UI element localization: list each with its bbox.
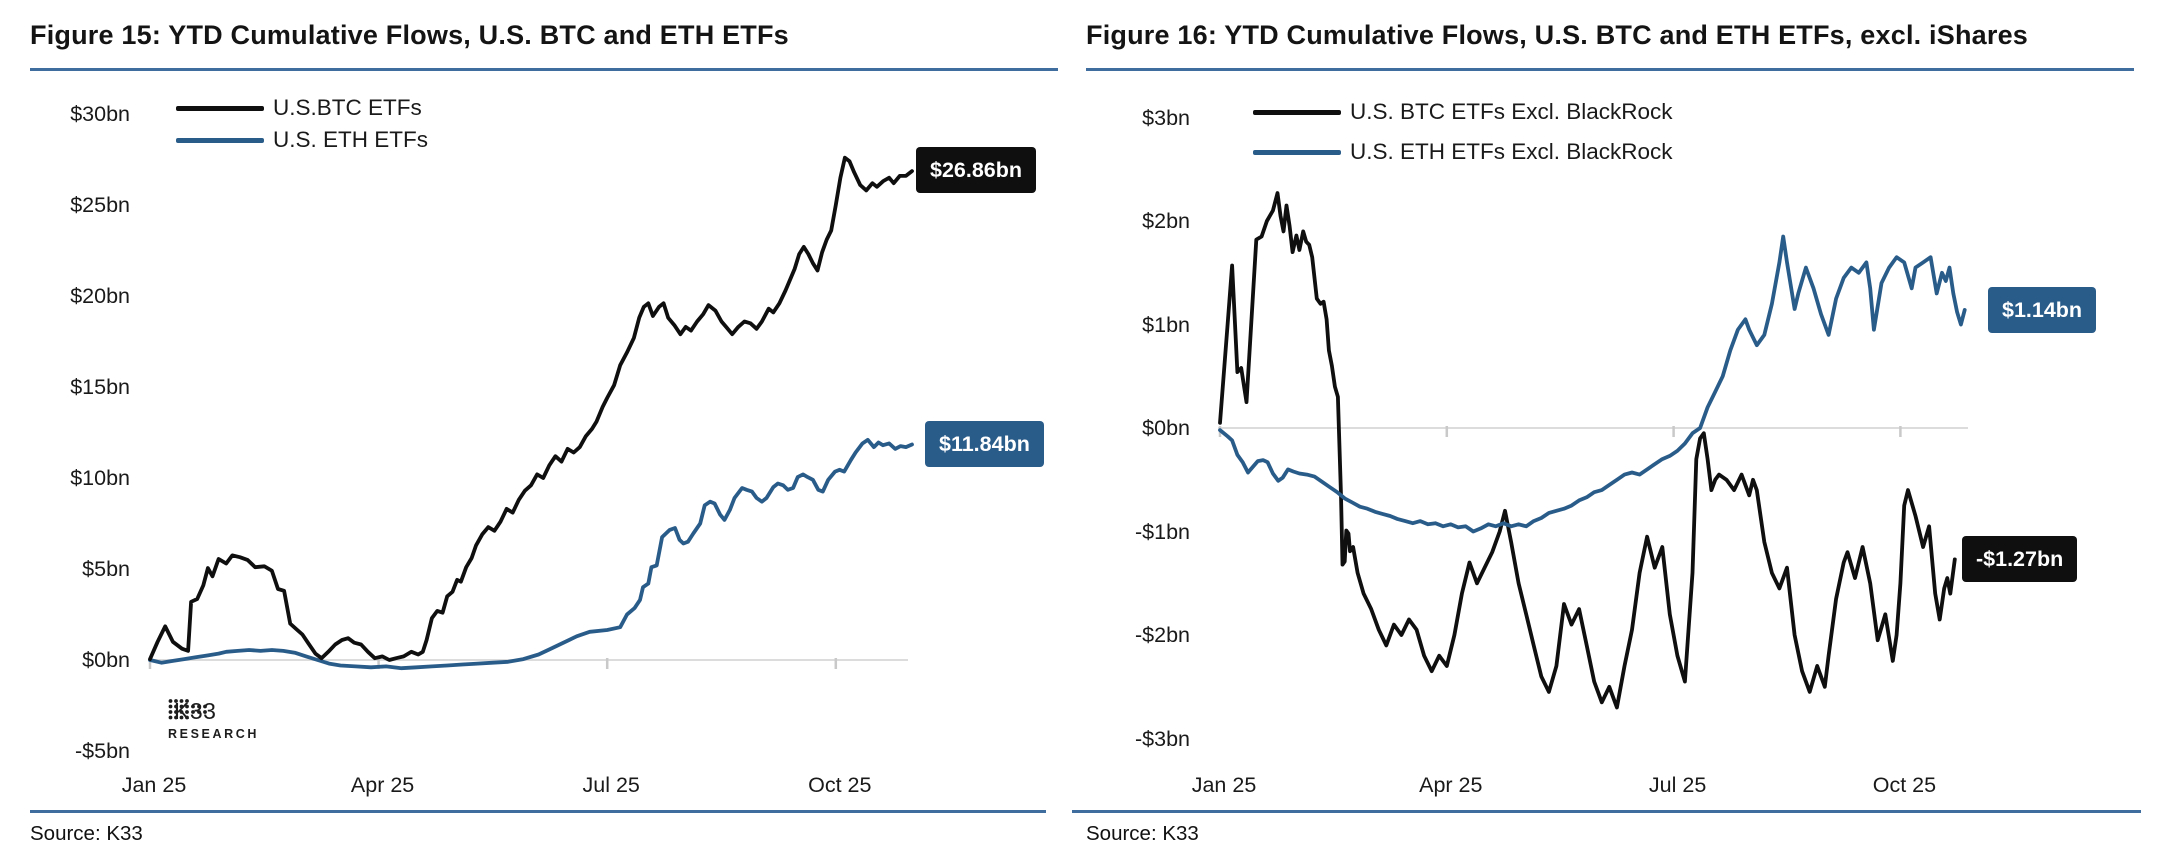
figure16-title-underline xyxy=(1086,68,2134,71)
figure16-title: Figure 16: YTD Cumulative Flows, U.S. BT… xyxy=(1086,20,2029,50)
btc-excl-end-value-chip: -$1.27bn xyxy=(1962,536,2078,582)
eth-end-value-chip: $11.84bn xyxy=(925,421,1044,467)
x-axis-tick-label: Jul 25 xyxy=(582,773,640,797)
y-axis-tick-label: $30bn xyxy=(70,102,130,126)
x-axis-tick-label: Oct 25 xyxy=(808,773,872,797)
y-axis-tick-label: $5bn xyxy=(82,557,130,581)
legend-item-eth-excl: U.S. ETH ETFs Excl. BlackRock xyxy=(1253,132,1673,172)
figure16-legend: U.S. BTC ETFs Excl. BlackRock U.S. ETH E… xyxy=(1253,92,1673,172)
y-axis-tick-label: $10bn xyxy=(70,466,130,490)
legend-label: U.S. ETH ETFs xyxy=(273,127,429,152)
legend-item-btc: U.S.BTC ETFs xyxy=(176,92,428,124)
eth-excl-line-swatch xyxy=(1253,149,1341,155)
legend-label: U.S.BTC ETFs xyxy=(273,95,422,120)
eth-excl-end-value-chip: $1.14bn xyxy=(1988,287,2097,333)
x-axis-tick-label: Oct 25 xyxy=(1872,773,1937,797)
y-axis-tick-label: $3bn xyxy=(1142,105,1190,130)
x-axis-tick-label: Jul 25 xyxy=(1648,773,1707,797)
eth-line-swatch xyxy=(176,137,264,143)
figure15-legend: U.S.BTC ETFs U.S. ETH ETFs xyxy=(176,92,428,156)
y-axis-tick-label: -$3bn xyxy=(1135,726,1190,751)
y-axis-tick-label: $0bn xyxy=(1142,416,1190,440)
figure16-bottom-rule xyxy=(1072,810,2141,813)
btc-end-value-chip: $26.86bn xyxy=(916,147,1037,193)
y-axis-tick-label: -$2bn xyxy=(1135,623,1190,647)
btc-excl-line-swatch xyxy=(1253,109,1341,115)
legend-label: U.S. ETH ETFs Excl. BlackRock xyxy=(1350,139,1673,164)
legend-label: U.S. BTC ETFs Excl. BlackRock xyxy=(1350,99,1673,124)
legend-item-btc-excl: U.S. BTC ETFs Excl. BlackRock xyxy=(1253,92,1673,132)
x-axis-tick-label: Apr 25 xyxy=(1419,773,1483,797)
figure15-title-underline xyxy=(30,68,1058,71)
y-axis-tick-label: $25bn xyxy=(70,193,130,217)
legend-item-eth: U.S. ETH ETFs xyxy=(176,124,428,156)
x-axis-tick-label: Jan 25 xyxy=(1191,773,1257,797)
btc-line-swatch xyxy=(176,105,264,111)
y-axis-tick-label: $2bn xyxy=(1142,209,1190,233)
x-axis-tick-label: Jan 25 xyxy=(121,773,187,797)
y-axis-tick-label: $0bn xyxy=(82,648,130,672)
y-axis-tick-label: $15bn xyxy=(70,375,130,399)
figure15-bottom-rule xyxy=(30,810,1046,813)
y-axis-tick-label: $20bn xyxy=(70,284,130,308)
figure15-title: Figure 15: YTD Cumulative Flows, U.S. BT… xyxy=(30,20,789,50)
y-axis-tick-label: -$1bn xyxy=(1135,519,1190,544)
y-axis-tick-label: $1bn xyxy=(1142,312,1190,337)
figure15-source: Source: K33 xyxy=(30,822,143,845)
x-axis-tick-label: Apr 25 xyxy=(350,773,415,797)
figure16-source: Source: K33 xyxy=(1086,822,1199,845)
k33-research-text: RESEARCH xyxy=(168,727,259,741)
y-axis-tick-label: -$5bn xyxy=(75,739,130,763)
